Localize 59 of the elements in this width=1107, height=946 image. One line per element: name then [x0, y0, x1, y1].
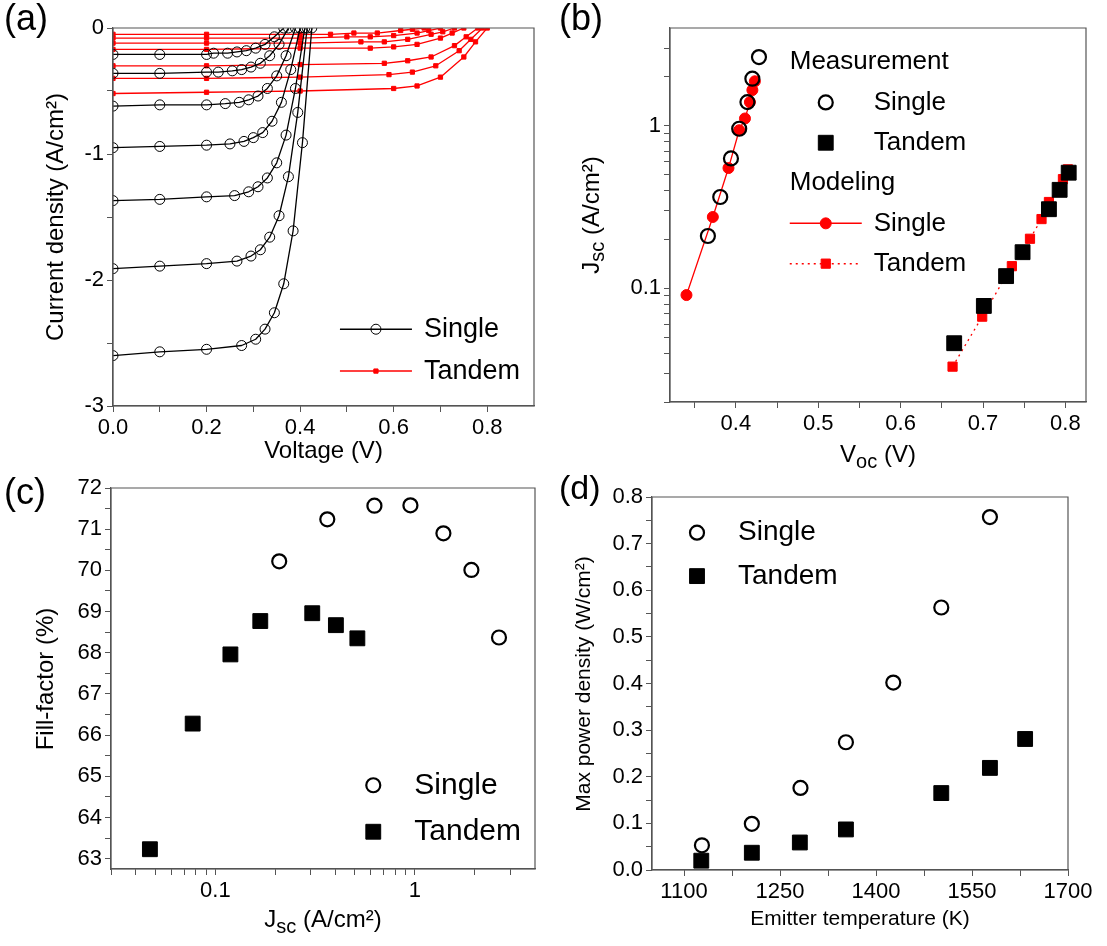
x-tick-label: 1400 [851, 878, 901, 904]
x-tick-label: 1100 [660, 878, 708, 904]
x-tick-label: 1 [408, 877, 421, 903]
legend-label: Tandem [414, 813, 522, 847]
x-tick-label: 0.8 [1050, 410, 1081, 436]
legend-label: Single [423, 312, 500, 343]
y-tick-label: 0.8 [612, 483, 643, 509]
x-tick-label: 1250 [755, 878, 805, 904]
chart-title: (b) [559, 0, 603, 38]
legend-label: Single [738, 515, 816, 547]
x-tick-label: 0.1 [200, 877, 231, 903]
y-tick-label: 0.4 [612, 669, 643, 695]
x-axis-title: J$_{sc}$ (A/cm²) [264, 905, 382, 937]
annotation: Modeling [789, 166, 896, 197]
y-tick-label: 68 [77, 638, 102, 664]
x-tick-label: 0.4 [720, 410, 752, 436]
y-tick-label: 70 [77, 556, 102, 582]
y-tick-label: 0.6 [612, 576, 643, 602]
y-tick-label: 69 [77, 597, 102, 623]
legend-label: Tandem [873, 246, 967, 277]
y-tick-label: 71 [77, 515, 102, 541]
chart-title: (d) [559, 468, 601, 506]
legend-label: Single [414, 766, 498, 800]
legend-label: Tandem [873, 125, 967, 156]
legend-label: Single [873, 206, 947, 237]
y-tick-label: 0.5 [612, 622, 643, 648]
y-tick-label: 66 [77, 721, 102, 747]
legend-label: Tandem [738, 558, 838, 590]
y-tick-label: 72 [77, 474, 102, 500]
y-tick-label: 0.0 [612, 856, 643, 882]
annotation: Measurement [789, 45, 950, 76]
y-axis-title: Max power density (W/cm²) [570, 555, 594, 812]
y-tick-label: 0.3 [612, 716, 643, 742]
y-axis-title: Current density (A/cm²) [41, 92, 68, 342]
x-tick-label: 1700 [1043, 878, 1093, 904]
chart-title: (c) [4, 471, 46, 512]
y-tick-label: -2 [84, 266, 104, 292]
y-tick-label: 0.2 [612, 762, 643, 788]
x-tick-label: 0.5 [802, 410, 834, 436]
legend-label: Tandem [423, 354, 521, 385]
x-tick-label: 1550 [947, 878, 997, 904]
chart-title: (a) [4, 0, 48, 38]
x-tick-label: 0.8 [471, 414, 503, 440]
x-tick-label: 0.6 [885, 410, 916, 436]
y-tick-label: 67 [77, 680, 102, 706]
x-tick-label: 0.7 [967, 410, 999, 436]
x-tick-label: 0.2 [191, 414, 222, 440]
y-tick-label: 0.7 [612, 529, 643, 555]
y-tick-label: -1 [84, 140, 104, 166]
x-axis-title: V$_{oc}$ (V) [840, 440, 916, 472]
x-axis-title: Emitter temperature (K) [750, 906, 970, 929]
y-axis-title: Fill-factor (%) [31, 607, 58, 750]
y-tick-label: 0.1 [612, 809, 643, 835]
y-tick-label: -3 [84, 392, 104, 418]
y-tick-label: 63 [77, 844, 102, 870]
y-tick-label: 64 [77, 803, 102, 829]
y-tick-label: 65 [77, 762, 102, 788]
y-tick-label: 0 [91, 14, 104, 40]
legend-label: Single [873, 85, 947, 116]
